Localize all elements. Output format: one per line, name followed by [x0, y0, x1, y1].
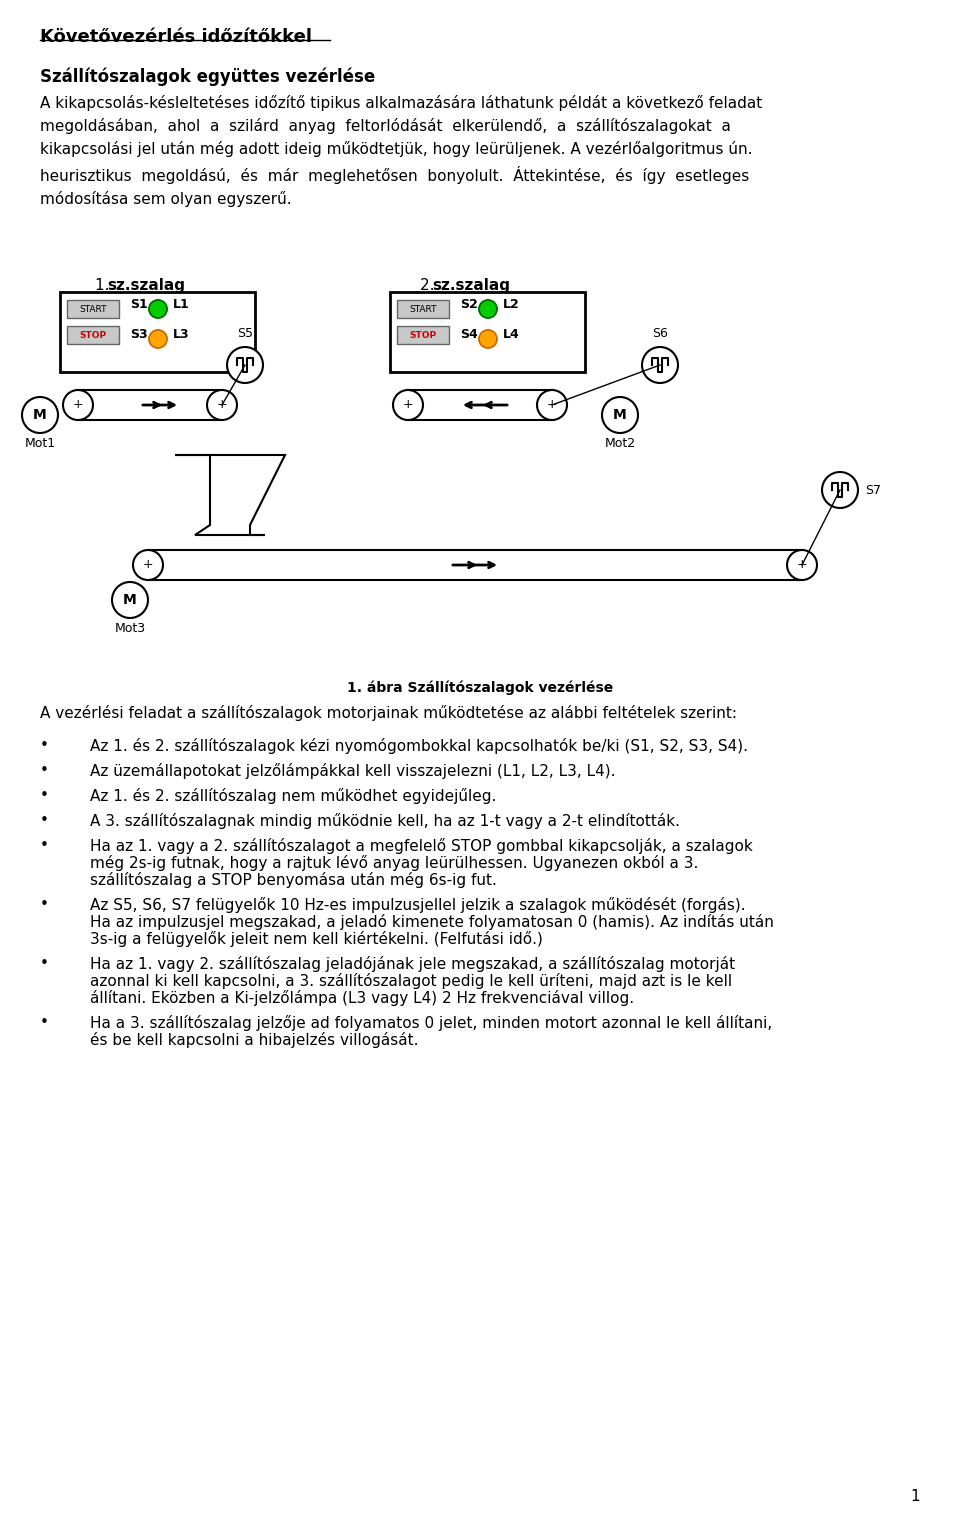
- Circle shape: [642, 346, 678, 383]
- Text: +: +: [73, 398, 84, 412]
- Text: S7: S7: [865, 483, 881, 497]
- Text: L4: L4: [503, 328, 519, 342]
- Text: sz.szalag: sz.szalag: [432, 278, 510, 293]
- Text: Az 1. és 2. szállítószalagok kézi nyomógombokkal kapcsolhatók be/ki (S1, S2, S3,: Az 1. és 2. szállítószalagok kézi nyomóg…: [90, 738, 748, 753]
- Bar: [67, 299, 119, 317]
- Text: START: START: [80, 304, 107, 313]
- Circle shape: [149, 299, 167, 317]
- Circle shape: [63, 390, 93, 419]
- Text: M: M: [34, 409, 47, 422]
- Text: Ha a 3. szállítószalag jelzője ad folyamatos 0 jelet, minden motort azonnal le k: Ha a 3. szállítószalag jelzője ad folyam…: [90, 1015, 772, 1031]
- Text: L3: L3: [173, 328, 190, 342]
- Bar: [397, 299, 449, 317]
- Text: M: M: [613, 409, 627, 422]
- Text: Ha az impulzusjel megszakad, a jeladó kimenete folyamatosan 0 (hamis). Az indítá: Ha az impulzusjel megszakad, a jeladó ki…: [90, 914, 774, 930]
- Circle shape: [537, 390, 567, 419]
- Circle shape: [602, 396, 638, 433]
- Bar: [78, 390, 222, 419]
- Bar: [397, 327, 449, 343]
- Text: M: M: [123, 592, 137, 608]
- Text: •: •: [40, 1015, 49, 1030]
- Text: 1.: 1.: [95, 278, 114, 293]
- Text: állítani. Eközben a Ki-jelzőlámpa (L3 vagy L4) 2 Hz frekvenciával villog.: állítani. Eközben a Ki-jelzőlámpa (L3 va…: [90, 990, 635, 1006]
- Text: Mot1: Mot1: [24, 437, 56, 450]
- Text: Mot3: Mot3: [114, 621, 146, 635]
- Text: szállítószalag a STOP benyomása után még 6s-ig fut.: szállítószalag a STOP benyomása után még…: [90, 872, 497, 889]
- Text: Szállítószalagok együttes vezérlése: Szállítószalagok együttes vezérlése: [40, 68, 375, 87]
- Text: •: •: [40, 738, 49, 753]
- Text: S4: S4: [460, 328, 478, 342]
- Circle shape: [207, 390, 237, 419]
- Text: Követővezérlés időzítőkkel: Követővezérlés időzítőkkel: [40, 27, 312, 46]
- Text: Ha az 1. vagy 2. szállítószalag jeladójának jele megszakad, a szállítószalag mot: Ha az 1. vagy 2. szállítószalag jeladójá…: [90, 955, 735, 972]
- Text: +: +: [797, 559, 807, 571]
- Circle shape: [133, 550, 163, 580]
- Bar: [60, 292, 255, 372]
- Text: azonnal ki kell kapcsolni, a 3. szállítószalagot pedig le kell üríteni, majd azt: azonnal ki kell kapcsolni, a 3. szállító…: [90, 974, 732, 989]
- Circle shape: [393, 390, 423, 419]
- Text: •: •: [40, 838, 49, 854]
- Text: •: •: [40, 955, 49, 971]
- Bar: [390, 292, 585, 372]
- Text: S6: S6: [652, 327, 668, 340]
- Text: A vezérlési feladat a szállítószalagok motorjainak működtetése az alábbi feltéte: A vezérlési feladat a szállítószalagok m…: [40, 705, 737, 722]
- Circle shape: [227, 346, 263, 383]
- Text: Az S5, S6, S7 felügyelők 10 Hz-es impulzusjellel jelzik a szalagok működését (fo: Az S5, S6, S7 felügyelők 10 Hz-es impulz…: [90, 898, 746, 913]
- Text: •: •: [40, 813, 49, 828]
- Bar: [408, 390, 552, 419]
- Circle shape: [479, 299, 497, 317]
- Text: Az 1. és 2. szállítószalag nem működhet egyidejűleg.: Az 1. és 2. szállítószalag nem működhet …: [90, 788, 496, 804]
- Text: Az üzemállapotokat jelzőlámpákkal kell visszajelezni (L1, L2, L3, L4).: Az üzemállapotokat jelzőlámpákkal kell v…: [90, 763, 615, 779]
- Text: sz.szalag: sz.szalag: [107, 278, 185, 293]
- Text: még 2s-ig futnak, hogy a rajtuk lévő anyag leürülhessen. Ugyanezen okból a 3.: még 2s-ig futnak, hogy a rajtuk lévő any…: [90, 855, 698, 870]
- Text: •: •: [40, 898, 49, 911]
- Circle shape: [112, 582, 148, 618]
- Text: STOP: STOP: [409, 331, 437, 340]
- Text: +: +: [546, 398, 558, 412]
- Text: 3s-ig a felügyelők jeleit nem kell kiértékelni. (Felfutási idő.): 3s-ig a felügyelők jeleit nem kell kiért…: [90, 931, 542, 946]
- Text: S3: S3: [130, 328, 148, 342]
- Text: S1: S1: [130, 299, 148, 311]
- Text: Ha az 1. vagy a 2. szállítószalagot a megfelelő STOP gombbal kikapcsolják, a sza: Ha az 1. vagy a 2. szállítószalagot a me…: [90, 838, 753, 854]
- Circle shape: [479, 330, 497, 348]
- Text: S5: S5: [237, 327, 253, 340]
- Bar: [148, 550, 802, 580]
- Text: 1: 1: [910, 1489, 920, 1504]
- Bar: [67, 327, 119, 343]
- Text: •: •: [40, 788, 49, 804]
- Text: és be kell kapcsolni a hibajelzés villogását.: és be kell kapcsolni a hibajelzés villog…: [90, 1031, 419, 1048]
- Text: STOP: STOP: [80, 331, 107, 340]
- Circle shape: [822, 472, 858, 507]
- Circle shape: [787, 550, 817, 580]
- Text: A 3. szállítószalagnak mindig működnie kell, ha az 1-t vagy a 2-t elindították.: A 3. szállítószalagnak mindig működnie k…: [90, 813, 680, 829]
- Text: +: +: [217, 398, 228, 412]
- Text: 2.: 2.: [420, 278, 440, 293]
- Circle shape: [149, 330, 167, 348]
- Text: +: +: [143, 559, 154, 571]
- Text: 1. ábra Szállítószalagok vezérlése: 1. ábra Szállítószalagok vezérlése: [347, 681, 613, 694]
- Circle shape: [22, 396, 58, 433]
- Text: +: +: [402, 398, 414, 412]
- Text: S2: S2: [460, 299, 478, 311]
- Text: START: START: [409, 304, 437, 313]
- Text: L1: L1: [173, 299, 190, 311]
- Text: L2: L2: [503, 299, 519, 311]
- Text: Mot2: Mot2: [605, 437, 636, 450]
- Text: A kikapcsolás-késleltetéses időzítő tipikus alkalmazására láthatunk példát a köv: A kikapcsolás-késleltetéses időzítő tipi…: [40, 96, 762, 207]
- Text: •: •: [40, 763, 49, 778]
